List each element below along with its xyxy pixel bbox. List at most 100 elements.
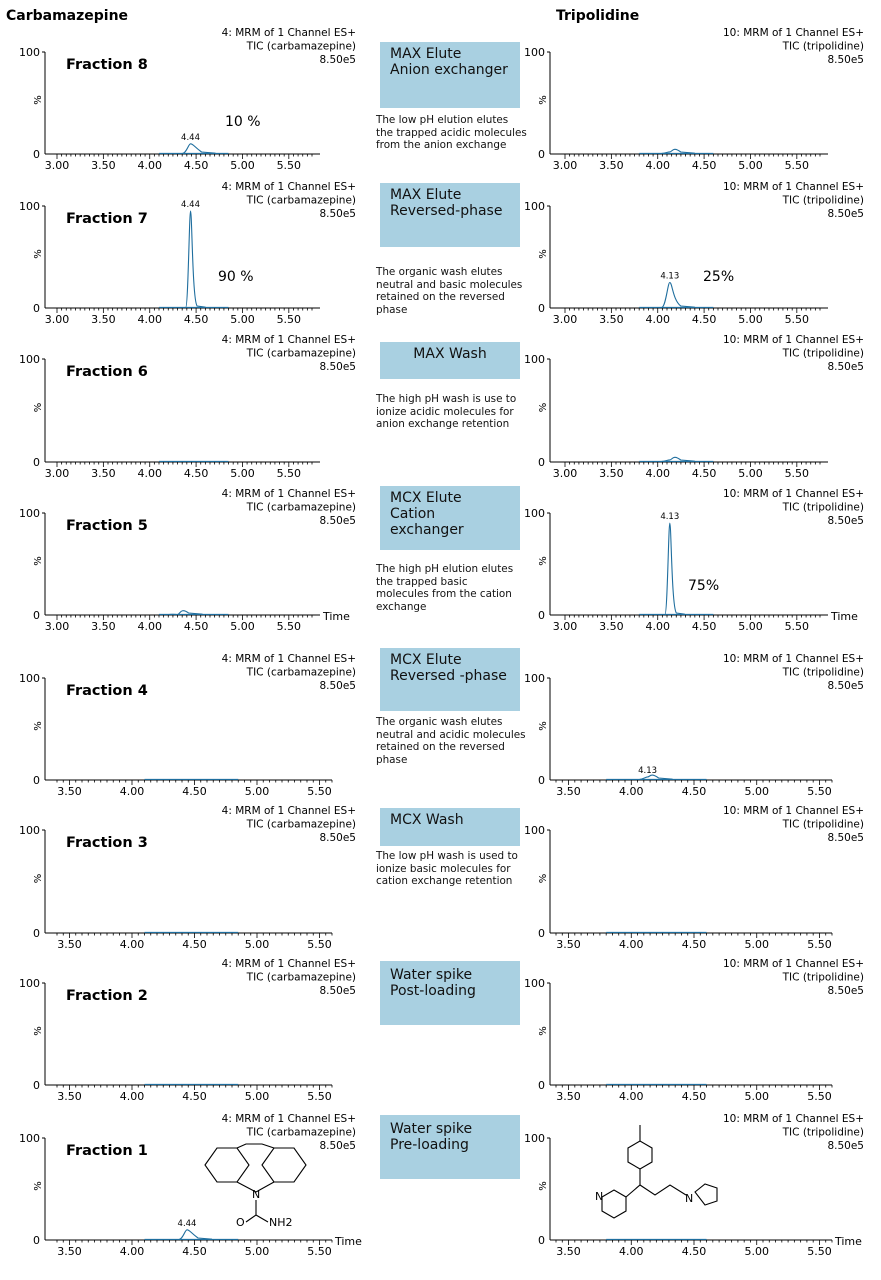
x-tick-label: 5.50 — [807, 1245, 832, 1258]
panel-header-line: TIC (tripolidine) — [782, 195, 864, 207]
x-tick-label: 3.50 — [91, 159, 116, 172]
x-tick-label: 3.50 — [556, 785, 581, 798]
desc-line: the trapped basic — [376, 575, 468, 588]
x-tick-label: 4.50 — [692, 620, 717, 633]
x-tick-label: 5.50 — [277, 159, 302, 172]
x-tick-label: 5.00 — [245, 1090, 270, 1103]
x-tick-label: 5.50 — [277, 620, 302, 633]
y-tick-label: 100 — [524, 353, 545, 366]
tripolidine-n-pyrrolidine: N — [685, 1192, 693, 1205]
x-tick-label: 5.00 — [744, 938, 769, 951]
peak-rt-label: 4.44 — [181, 133, 200, 143]
panel-header-line: 8.50e5 — [319, 515, 356, 527]
x-tick-label: 4.50 — [184, 159, 209, 172]
y-tick-label: 0 — [538, 1079, 545, 1092]
x-tick-label: 5.00 — [738, 159, 763, 172]
x-tick-label: 5.50 — [277, 313, 302, 326]
carbamazepine-nh2-atom: NH2 — [269, 1216, 293, 1229]
step-box-6: MCX Wash — [380, 808, 520, 846]
panel-header-line: 10: MRM of 1 Channel ES+ — [723, 488, 864, 500]
panel-header-line: TIC (tripolidine) — [782, 41, 864, 53]
step-title: Water spike — [390, 967, 473, 983]
x-tick-label: 4.50 — [692, 159, 717, 172]
x-tick-label: 5.50 — [277, 467, 302, 480]
y-tick-label: 100 — [19, 672, 40, 685]
x-tick-label: 3.50 — [57, 1090, 82, 1103]
desc-line: cation exchange retention — [376, 875, 513, 888]
x-axis-time-label: Time — [834, 1235, 862, 1248]
panel-header-line: TIC (carbamazepine) — [246, 1127, 356, 1139]
peak-trace — [661, 281, 695, 308]
x-tick-label: 5.00 — [738, 313, 763, 326]
x-tick-label: 4.50 — [682, 938, 707, 951]
panel-header-line: 10: MRM of 1 Channel ES+ — [723, 653, 864, 665]
y-tick-label: 0 — [33, 1234, 40, 1247]
x-tick-label: 3.50 — [57, 785, 82, 798]
x-tick-label: 3.50 — [57, 938, 82, 951]
desc-line: The low pH elution elutes — [376, 114, 509, 126]
x-tick-label: 4.00 — [120, 938, 145, 951]
panel-header-line: 8.50e5 — [827, 985, 864, 997]
x-tick-label: 5.00 — [738, 467, 763, 480]
carbamazepine-n-atom: N — [252, 1188, 260, 1201]
desc-line: from the anion exchange — [376, 139, 507, 152]
step-title: MAX Elute — [390, 187, 462, 203]
x-tick-label: 4.00 — [645, 620, 670, 633]
x-tick-label: 5.00 — [738, 620, 763, 633]
carbamazepine-o-atom: O — [236, 1216, 245, 1229]
step-box-8: Water spike Pre-loading — [380, 1115, 520, 1179]
y-axis-label: % — [33, 1181, 44, 1191]
y-tick-label: 0 — [538, 1234, 545, 1247]
x-tick-label: 3.00 — [45, 313, 70, 326]
x-tick-label: 4.00 — [137, 159, 162, 172]
y-tick-label: 0 — [538, 148, 545, 161]
y-tick-label: 100 — [19, 200, 40, 213]
panel-header-line: 10: MRM of 1 Channel ES+ — [723, 334, 864, 346]
peak-rt-label: 4.44 — [178, 1219, 197, 1229]
x-tick-label: 4.00 — [120, 1245, 145, 1258]
desc-line: anion exchange retention — [376, 418, 510, 431]
peak-trace — [185, 210, 206, 308]
tripolidine-ring-tolyl — [627, 1140, 653, 1170]
x-tick-label: 3.00 — [553, 620, 578, 633]
panel-header-line: 8.50e5 — [827, 832, 864, 844]
desc-line: retained on the reversed — [376, 741, 505, 754]
peak-trace — [182, 143, 216, 154]
panel-header-line: TIC (carbamazepine) — [246, 348, 356, 360]
desc-line: neutral and acidic molecules — [376, 728, 526, 741]
tripolidine-chain — [625, 1184, 687, 1198]
y-tick-label: 0 — [33, 1079, 40, 1092]
x-tick-label: 4.00 — [120, 785, 145, 798]
desc-line: The high pH wash is use to — [376, 393, 517, 405]
fraction-label: Fraction 8 — [66, 57, 148, 73]
x-tick-label: 5.50 — [307, 1090, 332, 1103]
y-tick-label: 0 — [538, 456, 545, 469]
y-tick-label: 0 — [33, 302, 40, 315]
x-tick-label: 3.50 — [556, 938, 581, 951]
y-axis-label: % — [538, 556, 549, 566]
peak-rt-label: 4.13 — [660, 272, 679, 282]
peak-trace — [639, 774, 673, 780]
panel-header-line: TIC (tripolidine) — [782, 819, 864, 831]
desc-line: phase — [376, 303, 408, 316]
peak-rt-label: 4.44 — [181, 200, 200, 210]
y-tick-label: 0 — [538, 774, 545, 787]
panel-header-line: TIC (carbamazepine) — [246, 41, 356, 53]
panel-header-line: 10: MRM of 1 Channel ES+ — [723, 805, 864, 817]
step-box-4: MCX Elute Cation exchanger — [380, 486, 520, 550]
panel-header-line: 8.50e5 — [827, 515, 864, 527]
x-tick-label: 3.00 — [553, 467, 578, 480]
panel-header-line: 8.50e5 — [827, 361, 864, 373]
x-tick-label: 5.50 — [807, 785, 832, 798]
panel-header-line: 4: MRM of 1 Channel ES+ — [222, 488, 356, 500]
peak-rt-label: 4.13 — [660, 512, 679, 522]
fraction-label: Fraction 2 — [66, 988, 148, 1004]
step-title: MCX Elute — [390, 652, 462, 668]
panel-header-line: 8.50e5 — [827, 208, 864, 220]
tripolidine-ring-pyrrolidine — [694, 1183, 718, 1206]
panel-header-line: 8.50e5 — [319, 985, 356, 997]
x-tick-label: 3.50 — [91, 620, 116, 633]
y-axis-label: % — [33, 95, 44, 105]
step-desc-4: The high pH elution elutes the trapped b… — [376, 563, 536, 613]
x-tick-label: 4.50 — [182, 1090, 207, 1103]
